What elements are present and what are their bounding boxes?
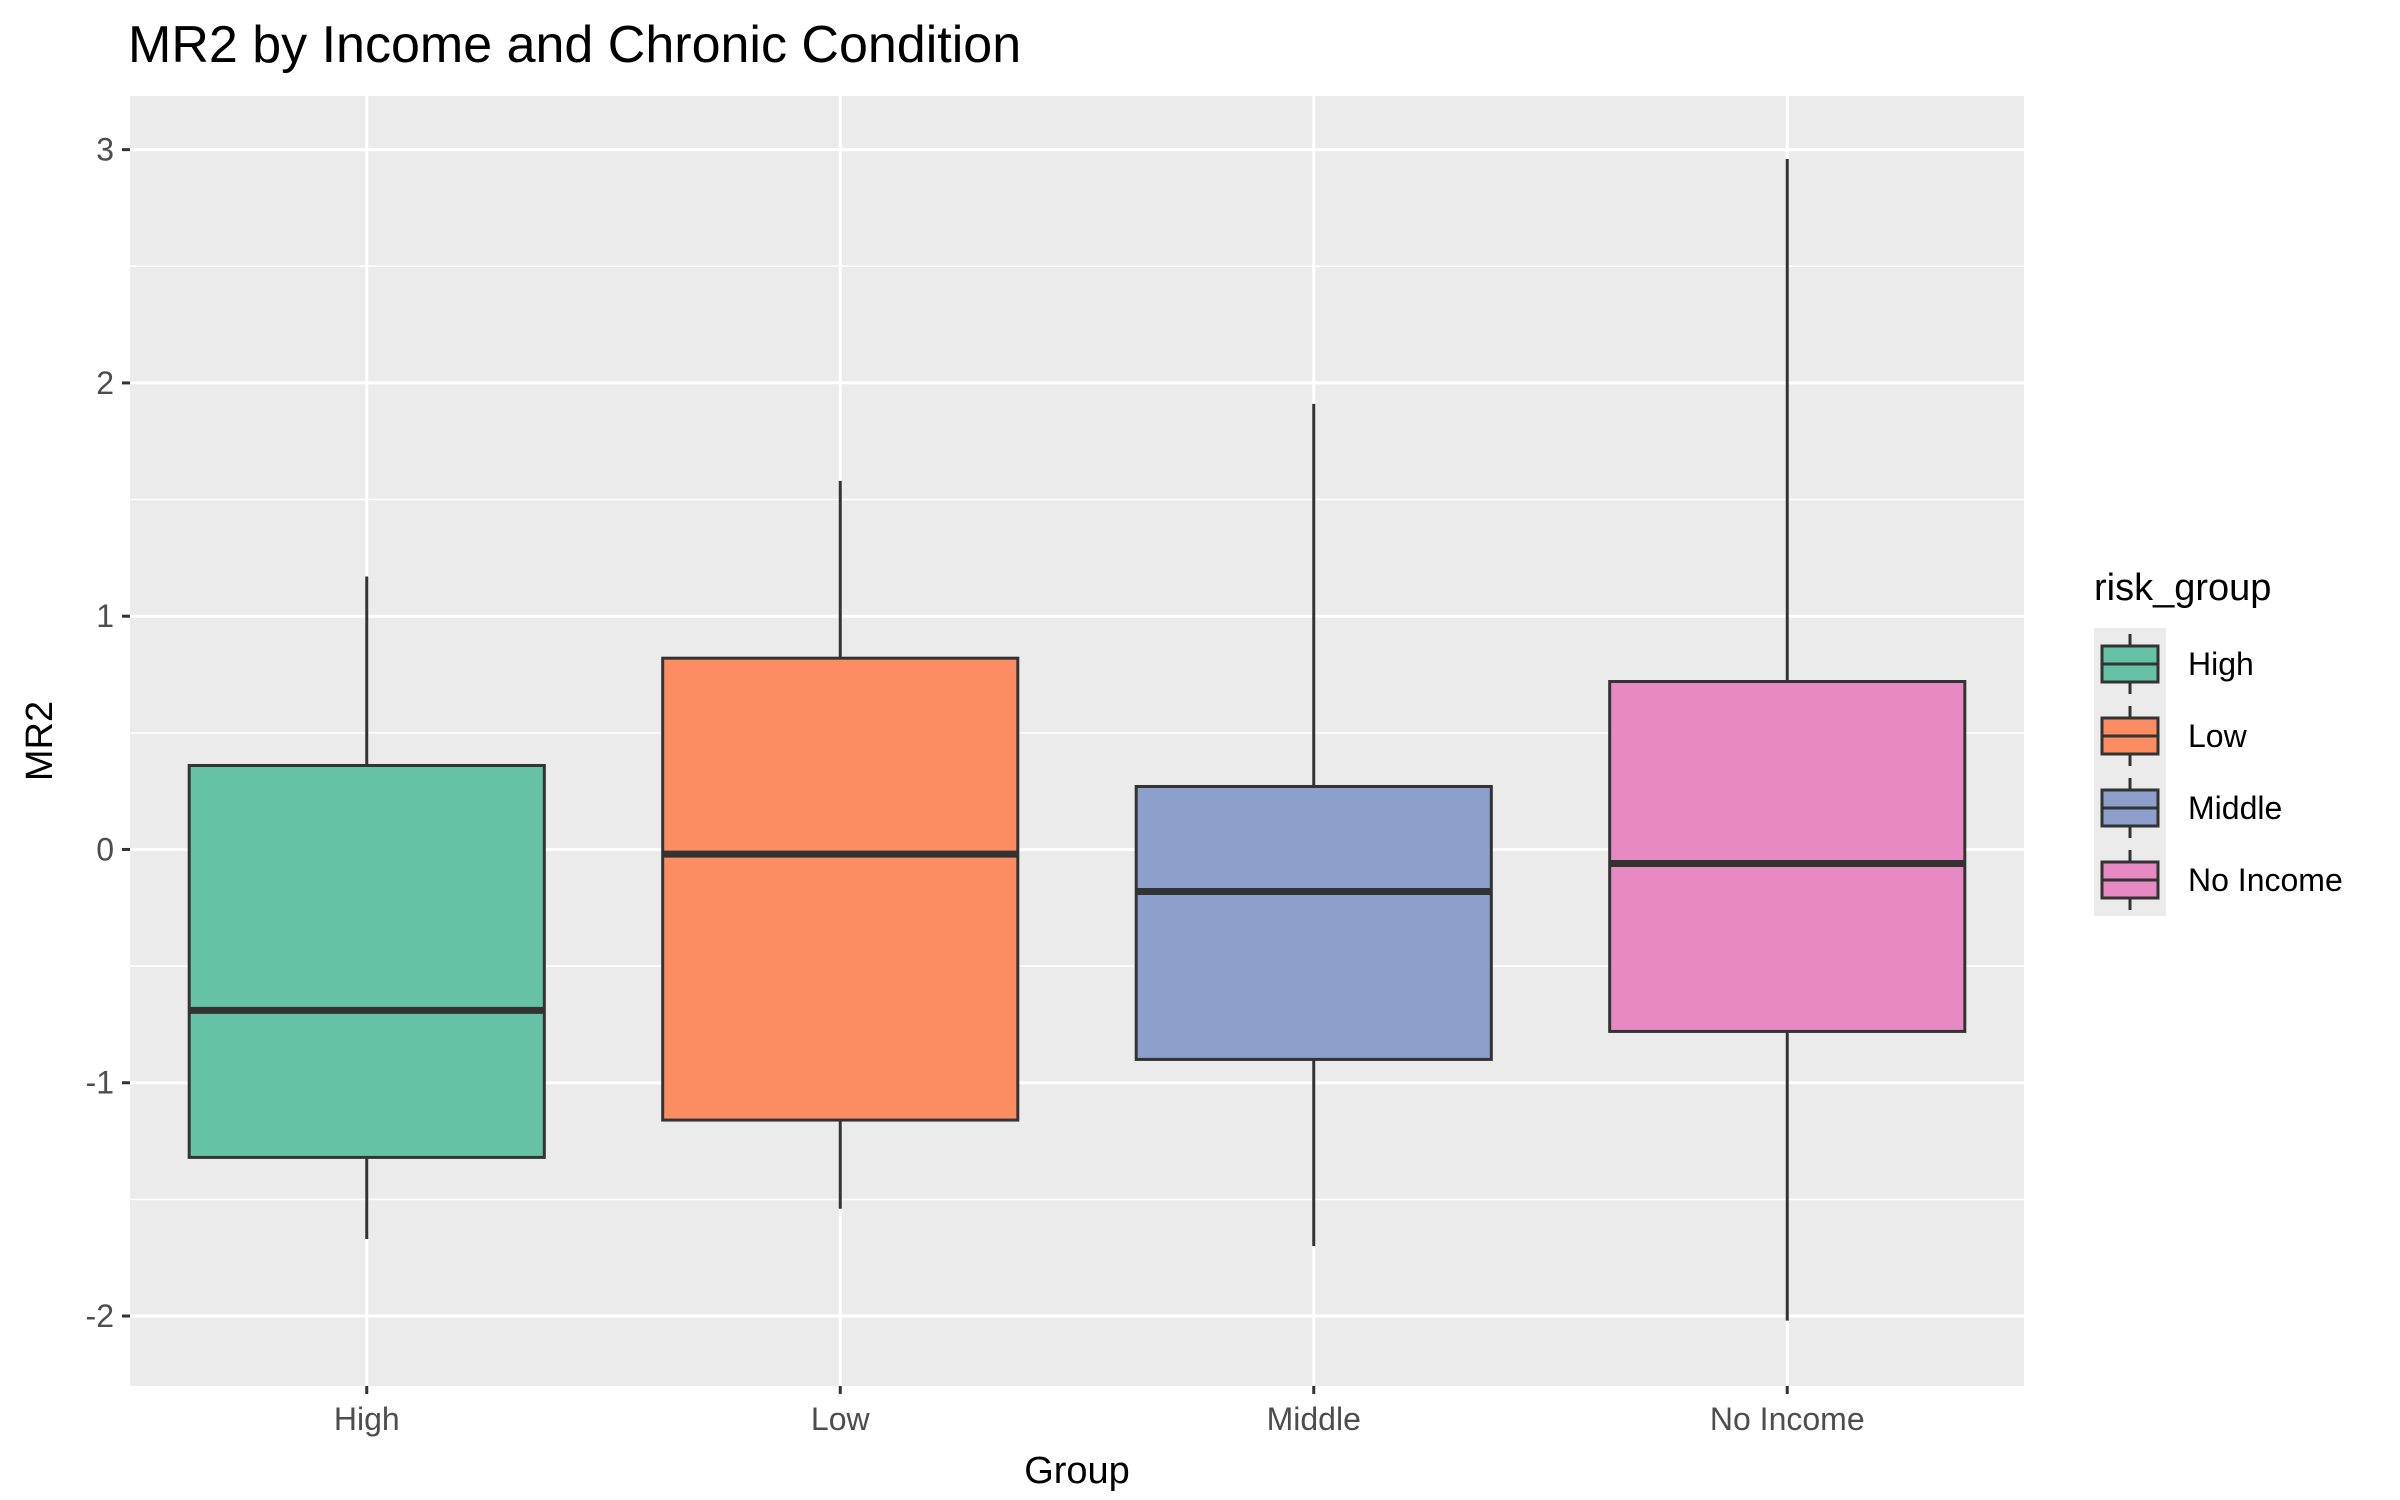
legend-label: Middle	[2188, 790, 2282, 826]
x-tick-label: Low	[811, 1401, 871, 1437]
box-body	[1134, 784, 1493, 1061]
legend-label: No Income	[2188, 862, 2343, 898]
x-tick-label: Middle	[1267, 1401, 1361, 1437]
y-axis-title: MR2	[19, 701, 61, 781]
legend-title: risk_group	[2094, 567, 2271, 609]
legend: risk_group High Low Middle No Income	[2094, 567, 2343, 916]
y-tick-label: 0	[96, 831, 114, 867]
box-no-income	[1608, 158, 1967, 1321]
x-tick-label: High	[334, 1401, 400, 1437]
y-tick-label: -2	[86, 1298, 114, 1334]
legend-label: Low	[2188, 718, 2248, 754]
box-body	[1608, 680, 1967, 1033]
y-tick-label: -1	[86, 1065, 114, 1101]
box-high	[187, 576, 546, 1240]
y-tick-label: 1	[96, 598, 114, 634]
chart-title: MR2 by Income and Chronic Condition	[128, 16, 1021, 74]
legend-items: High Low Middle No Income	[2100, 634, 2343, 910]
box-body	[187, 763, 546, 1159]
x-axis: High Low Middle No Income	[334, 1386, 1865, 1437]
legend-label: High	[2188, 646, 2254, 682]
y-tick-label: 2	[96, 365, 114, 401]
legend-item-middle: Middle	[2100, 778, 2282, 838]
x-axis-title: Group	[1024, 1450, 1130, 1492]
legend-item-no-income: No Income	[2100, 850, 2343, 910]
y-axis: -2 -1 0 1 2 3	[86, 132, 130, 1334]
y-tick-label: 3	[96, 132, 114, 168]
box-body	[661, 656, 1020, 1122]
legend-item-low: Low	[2100, 706, 2248, 766]
boxes	[187, 158, 1967, 1321]
box-middle	[1134, 403, 1493, 1247]
legend-item-high: High	[2100, 634, 2254, 694]
box-low	[661, 480, 1020, 1209]
x-tick-label: No Income	[1710, 1401, 1865, 1437]
